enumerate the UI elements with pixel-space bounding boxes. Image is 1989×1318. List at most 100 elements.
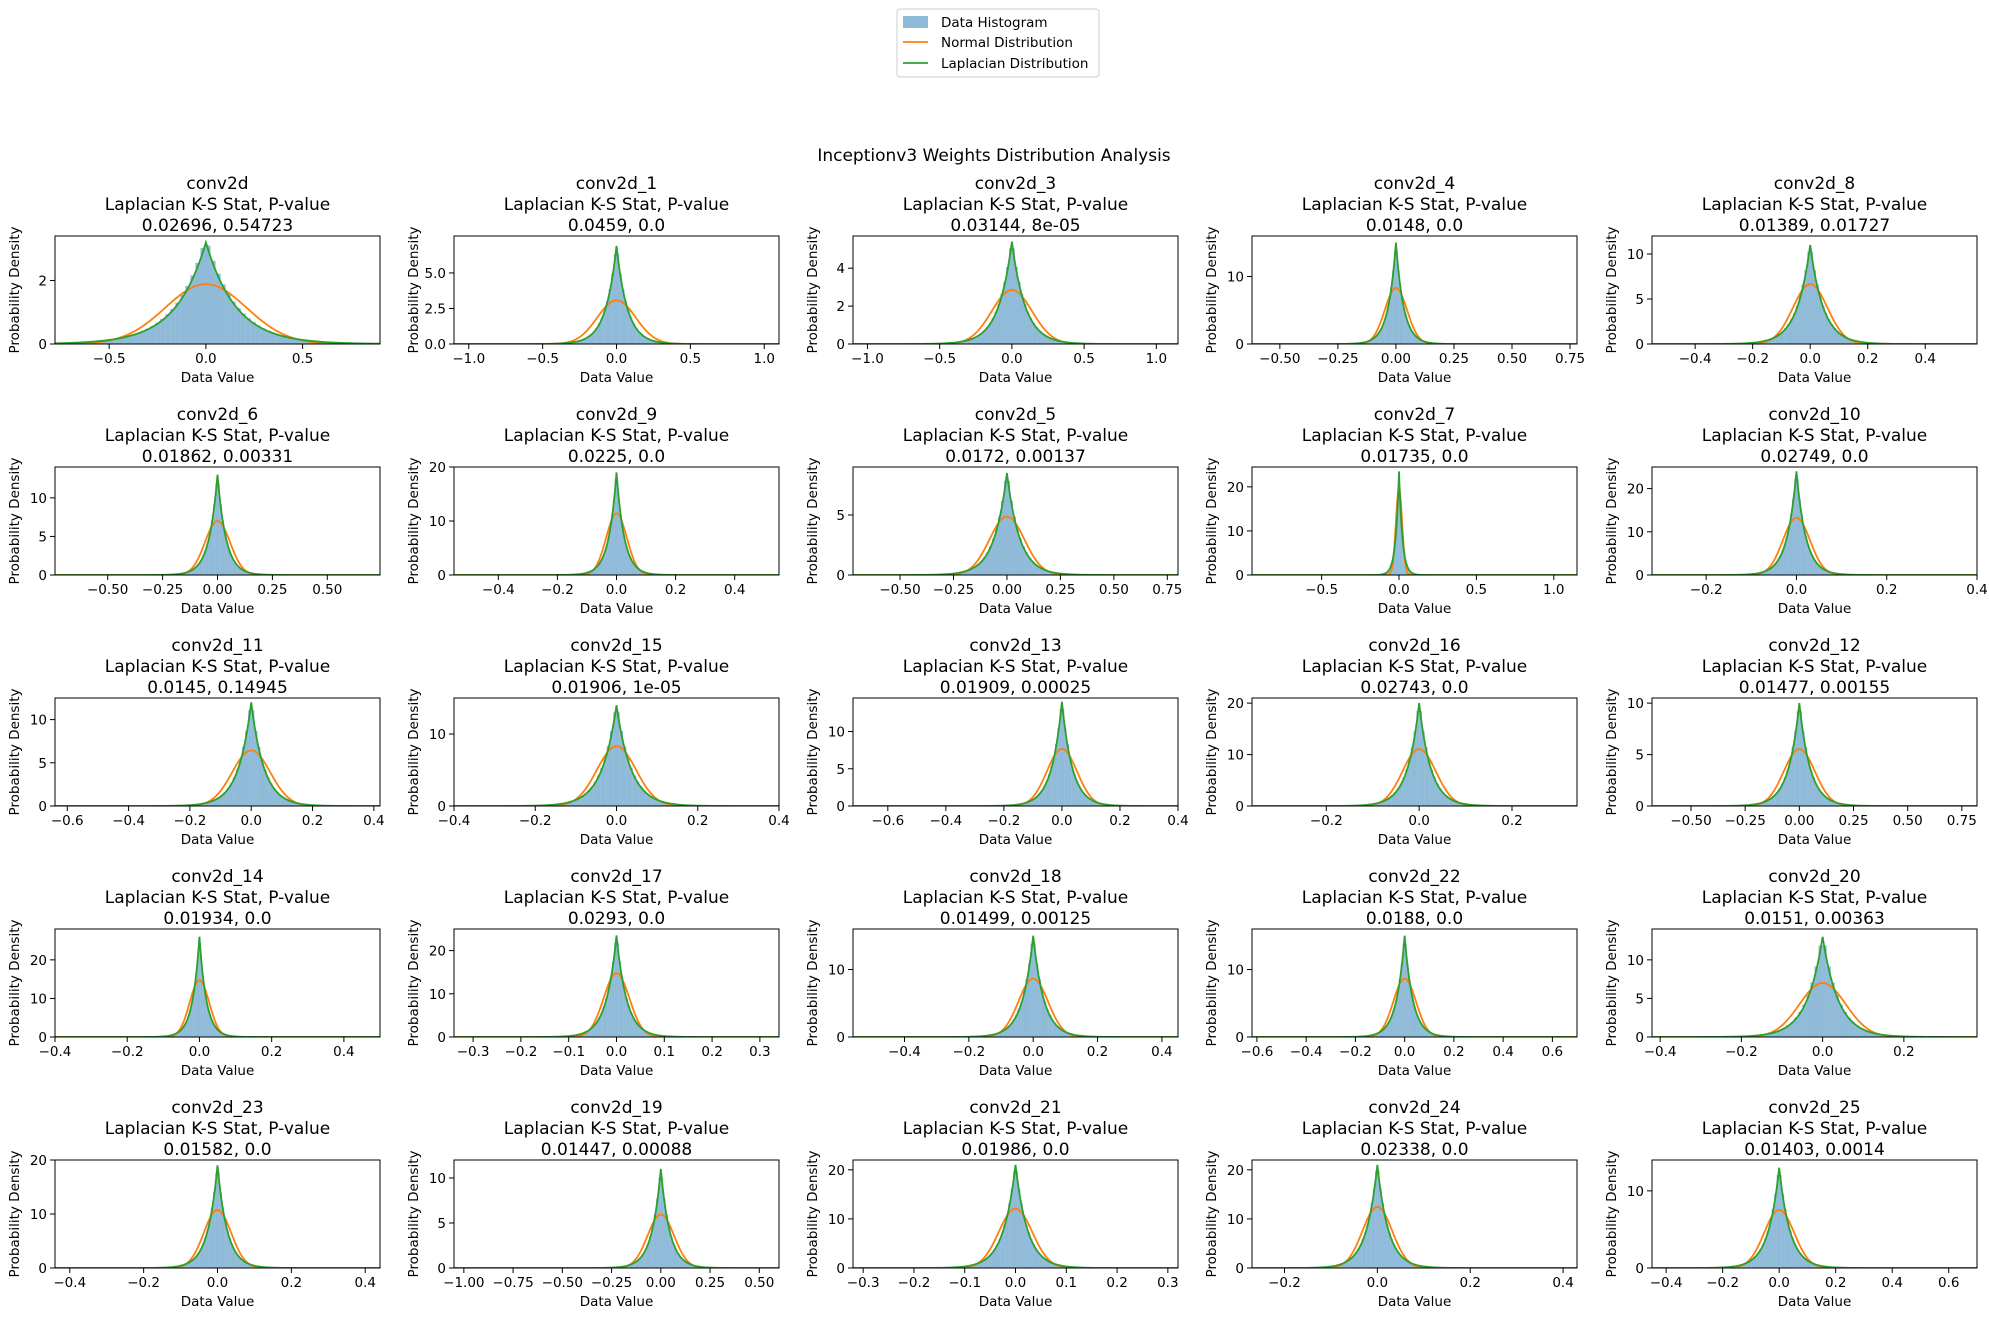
- x-axis-label: Data Value: [1378, 1063, 1452, 1079]
- histogram-bar: [1751, 1258, 1755, 1268]
- histogram-bar: [627, 310, 630, 344]
- x-tick-label: −0.2: [1706, 1275, 1739, 1291]
- y-tick-label: 0: [836, 568, 845, 584]
- histogram-bar: [1377, 1171, 1380, 1268]
- y-tick-label: 0: [836, 799, 845, 815]
- histogram-bar: [1811, 1263, 1814, 1268]
- histogram-bar: [215, 483, 218, 575]
- y-tick-label: 5: [38, 529, 47, 545]
- histogram-bar: [230, 555, 233, 575]
- histogram-bar: [974, 1264, 977, 1268]
- histogram-bar: [662, 801, 666, 806]
- plot-area: [454, 472, 779, 575]
- histogram-bar: [1020, 294, 1024, 344]
- histogram-bar: [574, 799, 578, 806]
- histogram-bar: [630, 1264, 633, 1268]
- histogram-bar: [1005, 1215, 1009, 1268]
- x-tick-label: 0.0: [189, 1044, 210, 1060]
- histogram-bar: [201, 1243, 205, 1268]
- histogram-bar: [1368, 1215, 1371, 1268]
- histogram-bar: [1775, 792, 1779, 806]
- histogram-bar: [1089, 799, 1093, 806]
- histogram-bar: [1409, 571, 1411, 575]
- histogram-bar: [191, 569, 194, 575]
- histogram-bar: [1788, 759, 1792, 806]
- histogram-bar: [640, 334, 644, 344]
- x-tick-label: 0.0: [1388, 582, 1409, 598]
- histogram-bar: [628, 555, 631, 575]
- histogram-bar: [998, 1239, 1001, 1268]
- histogram-bar: [1399, 479, 1400, 575]
- histogram-bar: [1408, 759, 1411, 806]
- y-tick-label: 0: [38, 799, 47, 815]
- histogram-bar: [1796, 478, 1799, 575]
- histogram-bar: [1756, 1253, 1760, 1268]
- histogram-bar: [1370, 1203, 1373, 1268]
- histogram-bar: [651, 340, 654, 344]
- histogram-bar: [213, 1025, 216, 1037]
- y-tick-label: 20: [1227, 1163, 1244, 1179]
- histogram-bar: [275, 334, 281, 344]
- histogram-bar: [1343, 1262, 1347, 1268]
- subplot-title: conv2d_15: [570, 636, 662, 656]
- histogram-bar: [637, 331, 641, 344]
- histogram-bar: [235, 1252, 238, 1268]
- normal-curve: [454, 299, 779, 344]
- histogram-bar: [1045, 570, 1049, 575]
- x-tick-label: 0.3: [1157, 1275, 1178, 1291]
- histogram-bar: [1838, 1004, 1843, 1037]
- histogram-bar: [1766, 570, 1769, 575]
- histogram-bar: [1361, 1239, 1364, 1268]
- x-tick-label: 0.5: [1073, 351, 1094, 367]
- y-tick-label: 10: [429, 987, 446, 1003]
- subplot-stat-label: Laplacian K-S Stat, P-value: [1702, 195, 1928, 215]
- histogram-bar: [1372, 1188, 1376, 1268]
- x-tick-label: −0.50: [542, 1275, 583, 1291]
- histogram-bar: [1382, 1028, 1385, 1037]
- y-tick-label: 20: [1227, 696, 1244, 712]
- histogram-bar: [1821, 305, 1825, 344]
- histogram-bar: [634, 1021, 638, 1037]
- x-tick-label: 0.2: [665, 582, 686, 598]
- histogram-bar: [1346, 1260, 1349, 1268]
- histogram-bar: [618, 961, 622, 1037]
- histogram-bar: [1765, 1033, 1770, 1037]
- x-tick-label: 0.2: [1857, 351, 1878, 367]
- histogram-bar: [1052, 339, 1056, 344]
- histogram-bar: [1064, 1031, 1067, 1037]
- subplot-title: conv2d_22: [1368, 867, 1460, 887]
- histogram-bar: [1393, 551, 1395, 575]
- plot-area: [454, 245, 779, 344]
- histogram-bar: [1066, 744, 1069, 806]
- axes-frame: [852, 235, 1179, 345]
- subplot-stat-label: Laplacian K-S Stat, P-value: [903, 426, 1129, 446]
- histogram-bar: [1424, 1028, 1427, 1037]
- x-axis-label: Data Value: [181, 601, 255, 617]
- histogram-bar: [655, 799, 659, 806]
- axes-frame: [1251, 697, 1578, 807]
- histogram-bar: [1014, 267, 1018, 344]
- x-axis-label: Data Value: [979, 1063, 1053, 1079]
- subplot-stat-label: Laplacian K-S Stat, P-value: [504, 426, 730, 446]
- histogram-bar: [193, 568, 196, 575]
- histogram-bar: [190, 1260, 194, 1268]
- axes-frame: [1251, 466, 1578, 576]
- x-tick-label: −0.6: [1241, 1044, 1274, 1060]
- subplot-stat-label: Laplacian K-S Stat, P-value: [1302, 888, 1528, 908]
- y-axis-label: Probability Density: [805, 1151, 821, 1278]
- subplot-stat-values: 0.02696, 0.54723: [142, 216, 293, 236]
- histogram-bar: [1375, 1171, 1378, 1268]
- x-tick-label: −0.4: [888, 1044, 921, 1060]
- histogram-bar: [1875, 1033, 1880, 1037]
- x-axis-label: Data Value: [979, 370, 1053, 386]
- histogram-bar: [586, 1030, 589, 1037]
- x-tick-label: 0.4: [1881, 1275, 1902, 1291]
- y-tick-label: 0: [1235, 1261, 1244, 1277]
- histogram-bar: [1401, 298, 1404, 344]
- histogram-bar: [182, 1027, 184, 1037]
- histogram-bar: [1035, 1248, 1038, 1268]
- normal-curve: [1252, 1205, 1577, 1268]
- x-tick-label: 0.4: [1966, 582, 1987, 598]
